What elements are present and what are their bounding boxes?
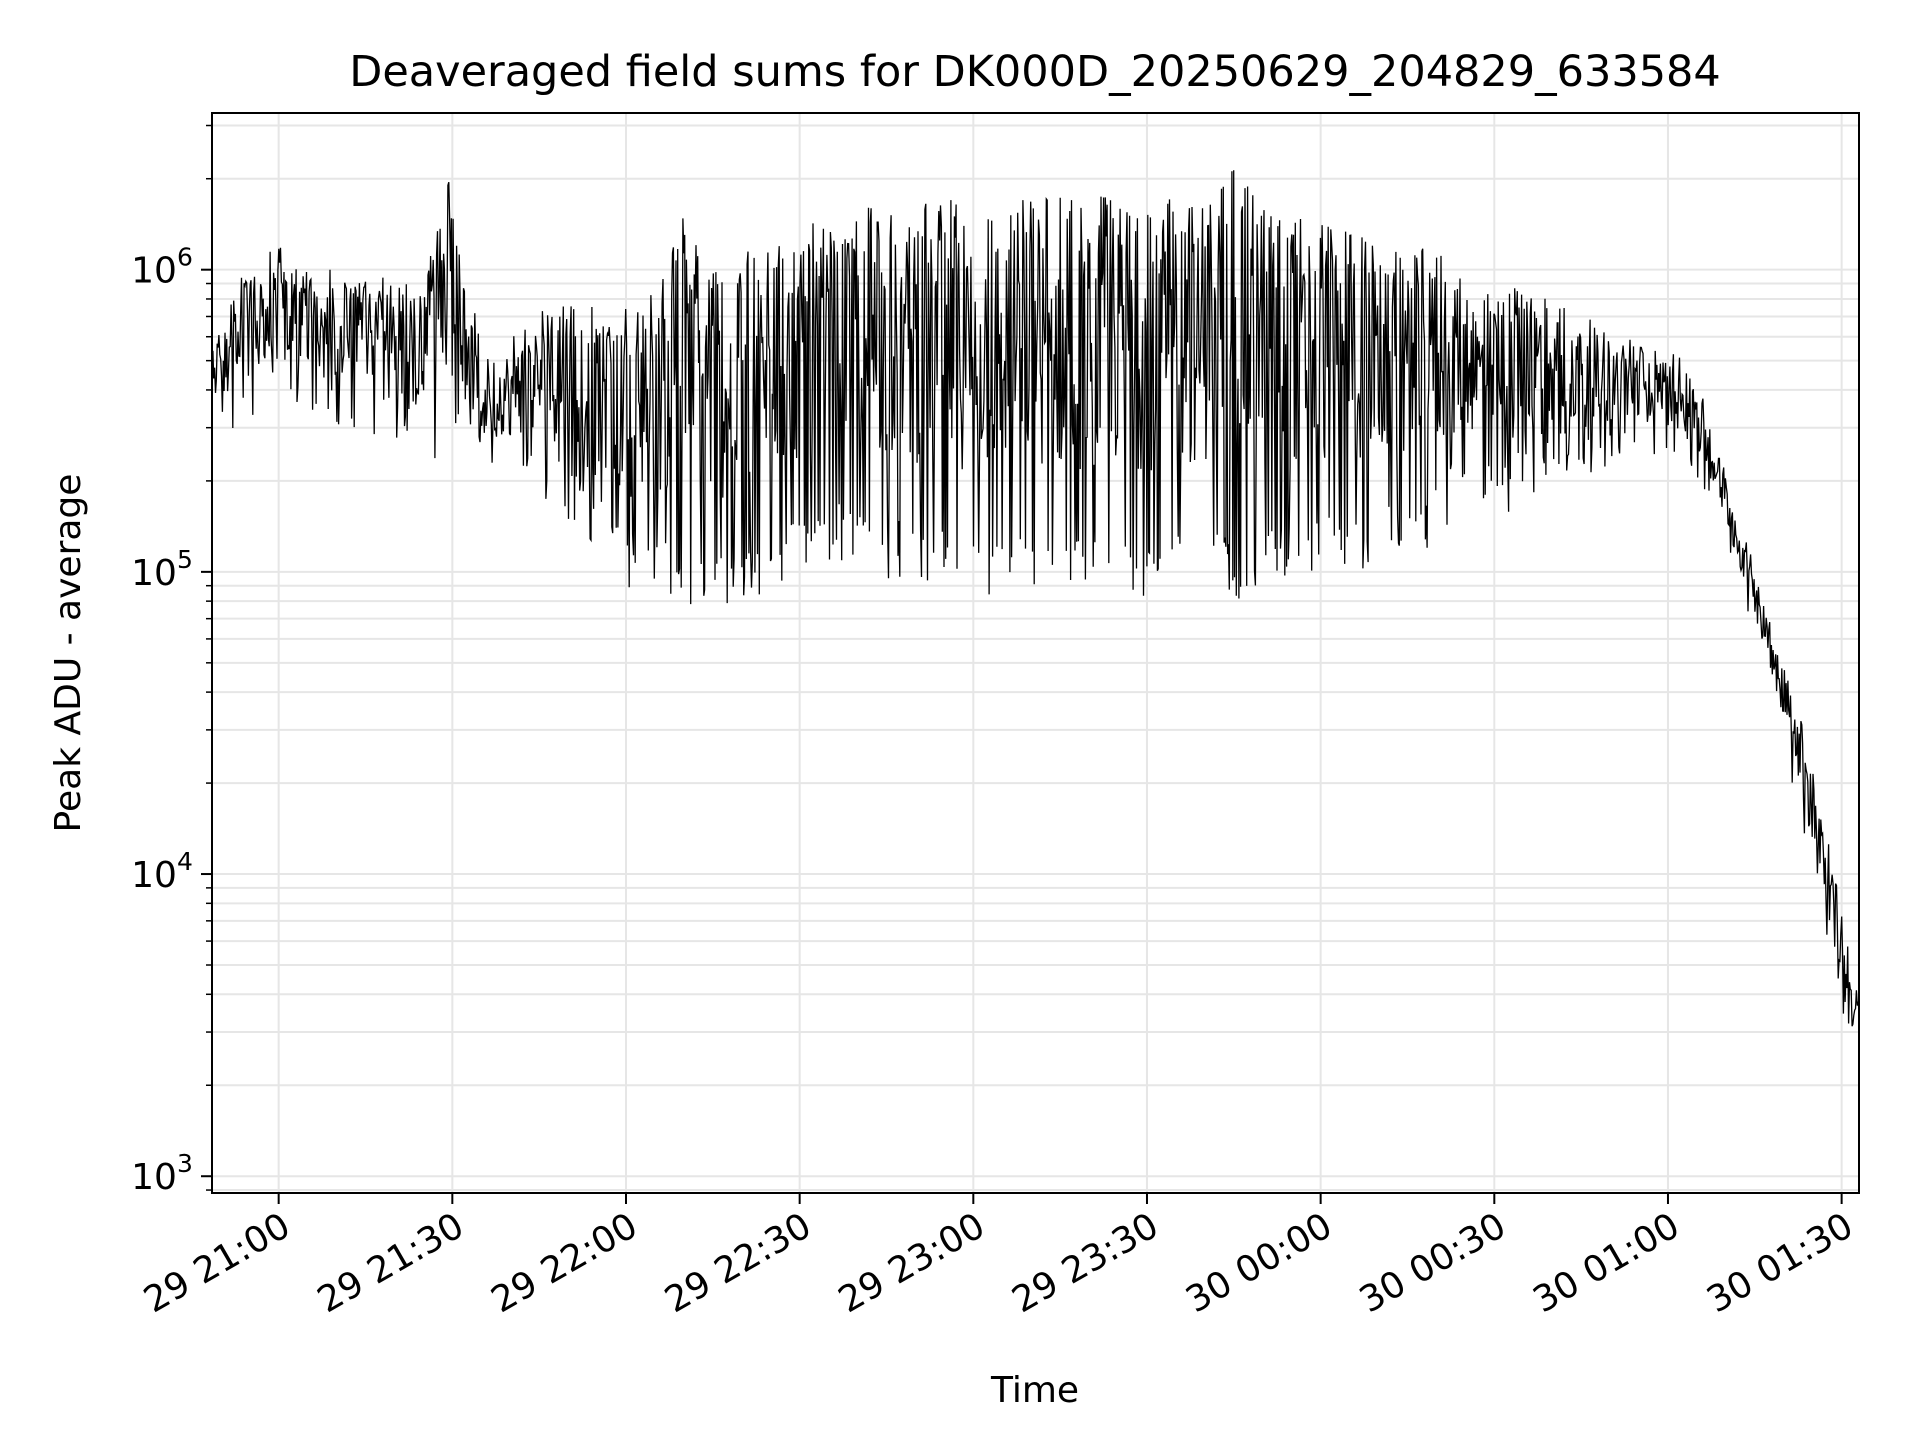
y-tick-label-exponent: 5	[177, 545, 193, 574]
grid-minor	[212, 124, 1859, 1192]
x-tick-label: 30 01:30	[1700, 1205, 1860, 1321]
y-tick-label-base: 10	[131, 553, 177, 594]
series-group	[211, 170, 1860, 1027]
x-tick-label: 30 00:00	[1179, 1205, 1339, 1321]
y-tick-label-base: 10	[131, 855, 177, 896]
chart-title: Deaveraged field sums for DK000D_2025062…	[349, 47, 1721, 97]
y-tick-label-exponent: 6	[177, 243, 193, 272]
y-tick-label: 105	[131, 545, 193, 594]
x-tick-label: 29 23:00	[832, 1205, 992, 1321]
x-tick-label: 29 21:00	[137, 1205, 297, 1321]
x-tick-label: 29 22:00	[485, 1205, 645, 1321]
y-tick-label-exponent: 4	[177, 847, 193, 876]
y-tick-label-base: 10	[131, 1157, 177, 1198]
grid-major	[212, 113, 1859, 1193]
x-tick-label: 30 00:30	[1353, 1205, 1513, 1321]
y-tick-label: 106	[131, 243, 193, 292]
series-line	[211, 170, 1860, 1027]
y-tick-label-exponent: 3	[177, 1149, 193, 1178]
y-axis-title: Peak ADU - average	[48, 474, 89, 833]
y-tick-label: 103	[131, 1149, 193, 1198]
x-tick-label: 30 01:00	[1527, 1205, 1687, 1321]
x-axis: 29 21:00 29 21:30 29 22:00 29 22:30 29 23:00…	[137, 1193, 1860, 1321]
x-tick-label: 29 22:30	[658, 1205, 818, 1321]
plot-frame	[211, 112, 1860, 1194]
x-tick-label: 29 23:30	[1006, 1205, 1166, 1321]
y-tick-label-base: 10	[131, 251, 177, 292]
x-axis-title: Time	[990, 1370, 1079, 1411]
x-tick-label: 29 21:30	[311, 1205, 471, 1321]
y-tick-label: 104	[131, 847, 193, 896]
